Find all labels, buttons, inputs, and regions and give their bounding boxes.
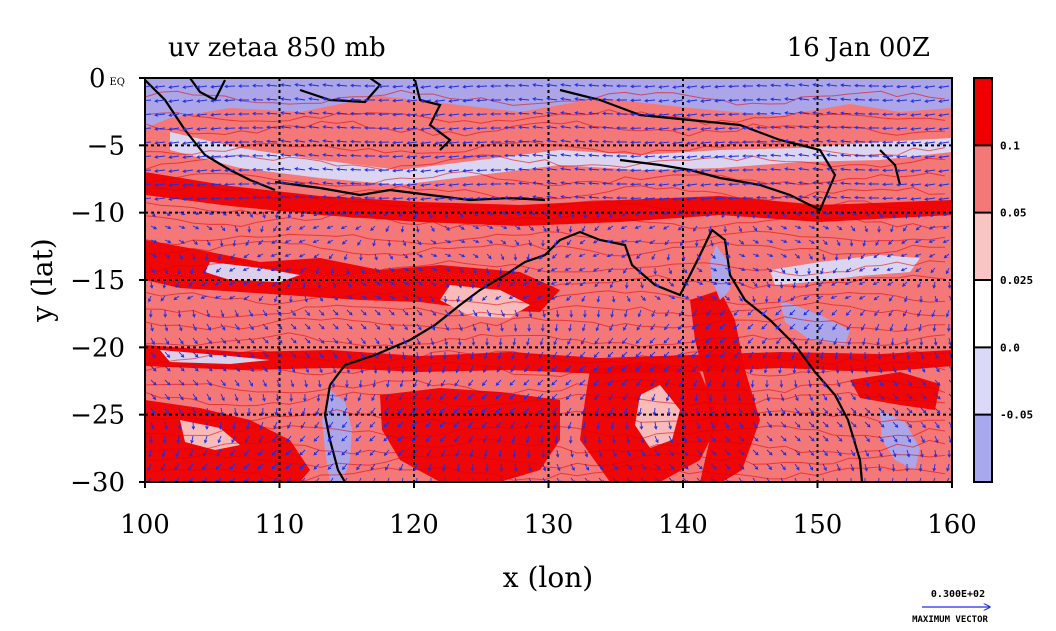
y-tick-label--30: −30 (70, 468, 125, 498)
wind-vectors (145, 83, 952, 482)
x-tick-label-110: 110 (255, 510, 305, 540)
y-axis-label: y (lat) (26, 238, 59, 322)
color-bar-label-3: 0.0 (1000, 341, 1020, 354)
x-tick-label-160: 160 (927, 510, 977, 540)
x-tick-label-120: 120 (389, 510, 439, 540)
color-bar-segment-3 (974, 280, 992, 348)
y-tick-label--25: −25 (70, 401, 125, 431)
axis-ticks: 100 110 120 130 140 150 160 0 EQ −5 −10 −15 −20 −25 −3… (70, 64, 977, 540)
color-bar-segment-2 (974, 212, 992, 280)
y-tick-label-0: 0 EQ (89, 64, 125, 94)
color-bar-segment-4 (974, 347, 992, 415)
chart-subtitle: 16 Jan 00Z (787, 33, 930, 63)
x-tick-label-150: 150 (793, 510, 843, 540)
x-tick-label-140: 140 (658, 510, 708, 540)
x-axis-label: x (lon) (503, 561, 593, 594)
coastlines (145, 78, 902, 482)
color-bar-label-2: 0.025 (1000, 274, 1033, 287)
x-tick-label-100: 100 (120, 510, 170, 540)
plot-area (145, 78, 952, 482)
color-bar-label-0: 0.1 (1000, 139, 1020, 152)
vector-legend-value: 0.300E+02 (931, 589, 985, 600)
vector-legend-label: MAXIMUM VECTOR (912, 615, 988, 625)
color-bar-segment-1 (974, 145, 992, 213)
y-tick-label--20: −20 (70, 333, 125, 363)
y-tick-label--10: −10 (70, 199, 125, 229)
vector-legend: 0.300E+02 MAXIMUM VECTOR (912, 589, 990, 625)
color-bar-segment-0 (974, 78, 992, 146)
x-tick-label-130: 130 (524, 510, 574, 540)
color-bar-segment-5 (974, 414, 992, 482)
color-bar: 0.1 0.05 0.025 0.0 -0.05 (973, 77, 1033, 483)
color-bar-label-1: 0.05 (1000, 207, 1027, 220)
color-bar-label-4: -0.05 (1000, 409, 1033, 422)
y-tick-label--5: −5 (87, 131, 125, 161)
y-tick-label--15: −15 (70, 266, 125, 296)
contour-lines (145, 89, 946, 482)
chart-title: uv zetaa 850 mb (168, 33, 386, 63)
